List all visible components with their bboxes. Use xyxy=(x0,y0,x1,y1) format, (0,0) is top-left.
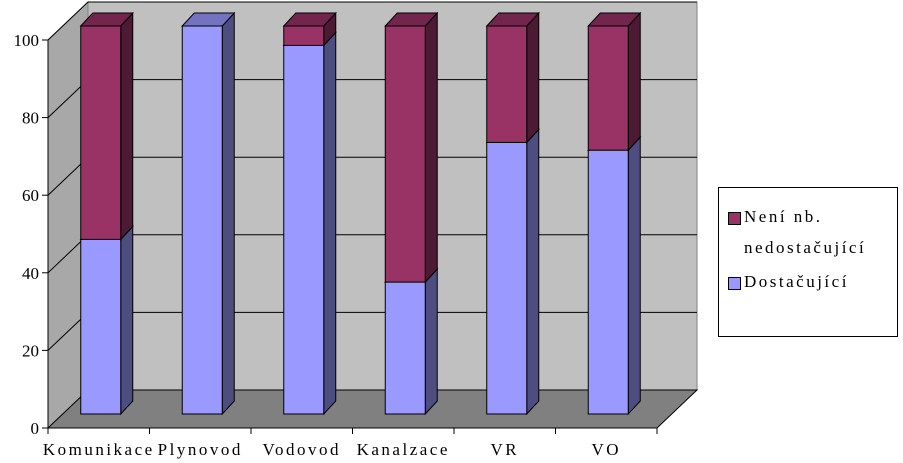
y-tick-labels: 0 20 40 60 80 100 xyxy=(14,31,40,438)
x-category-label: VO xyxy=(591,440,621,459)
legend-swatch-dostacujici xyxy=(728,277,741,290)
bar-segment xyxy=(587,25,629,151)
x-category-label: VR xyxy=(490,440,519,459)
x-category-label: Vodovod xyxy=(262,440,341,459)
bar-segment xyxy=(283,44,325,415)
bar-segment xyxy=(80,25,122,240)
gridline xyxy=(47,1,697,41)
bar-side xyxy=(424,11,438,284)
bar-stack xyxy=(587,11,642,416)
axes xyxy=(42,39,658,434)
bar-segment xyxy=(486,25,528,143)
bar-side xyxy=(323,31,337,416)
bar-side xyxy=(424,267,438,416)
bar-side xyxy=(221,11,235,416)
bar-segment xyxy=(283,25,325,46)
bar-segment xyxy=(384,281,426,415)
bar-side xyxy=(120,11,134,241)
bar-stack xyxy=(384,11,439,416)
bars xyxy=(79,11,642,416)
bar-side xyxy=(526,11,540,144)
y-tick-label: 40 xyxy=(22,264,39,283)
x-category-label: Komunikace xyxy=(43,440,155,459)
y-tick-label: 20 xyxy=(22,341,39,360)
y-tick-label: 60 xyxy=(22,186,39,205)
bar-segment xyxy=(587,149,629,415)
legend-label-nedostacujici-line1: Není nb. xyxy=(744,207,823,226)
category-labels: Komunikace Plynovod Vodovod Kanalzace VR VO xyxy=(43,440,621,459)
bar-stack xyxy=(79,11,134,416)
bar-stack xyxy=(181,11,236,416)
bar-stack xyxy=(282,11,337,416)
bar-side xyxy=(526,128,540,416)
y-tick-label: 80 xyxy=(22,109,39,128)
x-category-label: Plynovod xyxy=(158,440,243,459)
legend-swatch-nedostacujici xyxy=(728,212,741,225)
bar-side xyxy=(627,135,641,416)
bar-segment xyxy=(384,25,426,283)
bar-stack xyxy=(485,11,540,416)
bar-segment xyxy=(181,25,223,415)
bar-segment xyxy=(486,141,528,415)
legend: Není nb. nedostačující Dostačující xyxy=(718,187,898,337)
x-category-label: Kanalzace xyxy=(357,440,450,459)
bar-segment xyxy=(80,238,122,415)
y-tick-label: 0 xyxy=(31,419,40,438)
legend-label-nedostacujici-line2: nedostačující xyxy=(744,238,867,257)
bar-side xyxy=(120,225,134,416)
legend-label-dostacujici: Dostačující xyxy=(744,272,849,291)
y-tick-label: 100 xyxy=(14,31,40,50)
bar-side xyxy=(627,11,641,152)
